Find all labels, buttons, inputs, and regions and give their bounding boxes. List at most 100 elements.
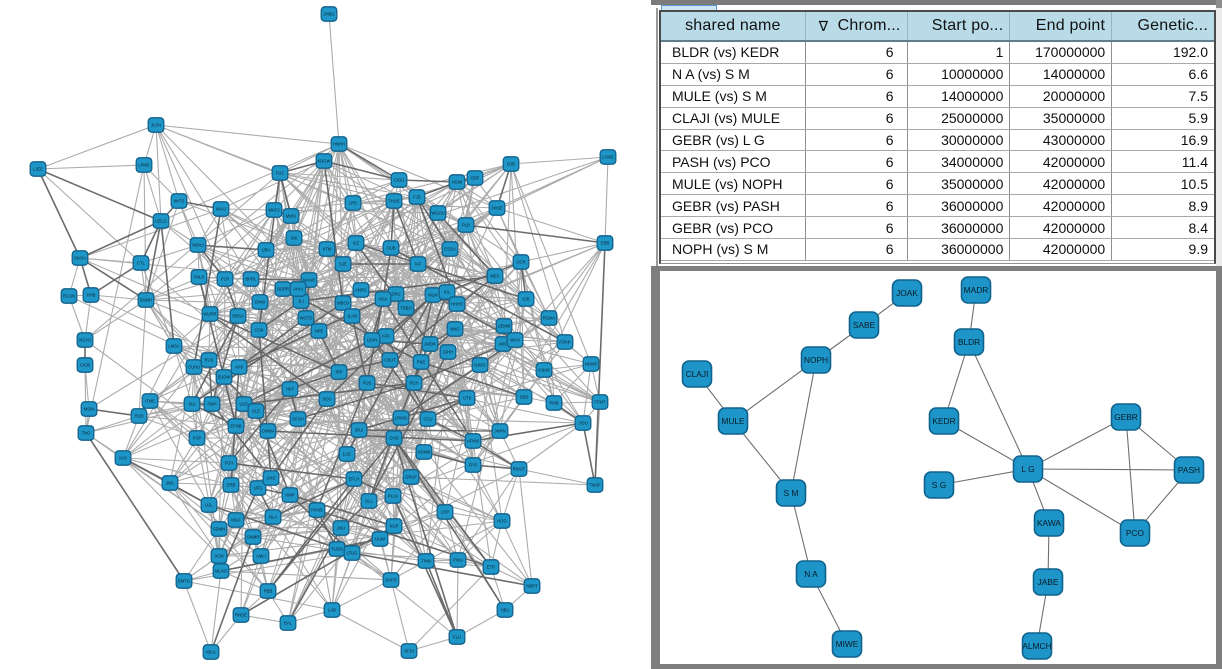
svg-text:EBB: EBB	[601, 241, 610, 246]
svg-text:LRWG: LRWG	[395, 416, 408, 421]
svg-text:RCUN: RCUN	[63, 294, 75, 299]
svg-text:JNPN: JNPN	[495, 429, 506, 434]
svg-text:UUW: UUW	[375, 537, 385, 542]
svg-text:EUDW: EUDW	[218, 375, 231, 380]
svg-text:ACM: ACM	[214, 554, 224, 559]
svg-text:UELG: UELG	[155, 219, 166, 224]
svg-text:FDKK: FDKK	[559, 340, 570, 345]
svg-text:HBU: HBU	[501, 608, 510, 613]
svg-text:WGTD: WGTD	[300, 316, 313, 321]
svg-text:ETR: ETR	[487, 565, 495, 570]
svg-text:WIAJ: WIAJ	[216, 207, 226, 212]
svg-text:LUE: LUE	[343, 452, 351, 457]
svg-text:LAB: LAB	[328, 608, 336, 613]
svg-text:ERB: ERB	[227, 483, 236, 488]
svg-text:GIHH: GIHH	[443, 350, 453, 355]
svg-text:TBBO: TBBO	[400, 306, 412, 311]
svg-text:PKE: PKE	[417, 360, 426, 365]
svg-text:HONM: HONM	[418, 450, 431, 455]
svg-text:PASH: PASH	[1178, 465, 1200, 475]
svg-text:HNHH: HNHH	[333, 142, 345, 147]
svg-text:JMDK: JMDK	[424, 342, 436, 347]
svg-text:SFDI: SFDI	[404, 649, 414, 654]
svg-text:NOPH: NOPH	[804, 355, 828, 365]
svg-text:OFSH: OFSH	[292, 417, 304, 422]
svg-text:JIDU: JIDU	[578, 421, 587, 426]
svg-text:ONMR: ONMR	[247, 535, 260, 540]
svg-text:MLNO: MLNO	[215, 569, 228, 574]
svg-text:FNLK: FNLK	[194, 275, 205, 280]
svg-text:UJL: UJL	[205, 503, 213, 508]
svg-text:FGC: FGC	[276, 171, 285, 176]
svg-text:UEMM: UEMM	[498, 324, 511, 329]
svg-text:MEC: MEC	[490, 274, 499, 279]
svg-text:N A: N A	[804, 569, 818, 579]
svg-text:ORSA: ORSA	[232, 314, 244, 319]
svg-text:LRS: LRS	[349, 201, 357, 206]
svg-text:JLAN: JLAN	[347, 314, 357, 319]
svg-text:SHFD: SHFD	[385, 578, 396, 583]
svg-text:S M: S M	[784, 488, 799, 498]
svg-text:BOPR: BOPR	[277, 287, 289, 292]
svg-text:IRP: IRP	[336, 370, 343, 375]
svg-text:PLR: PLR	[221, 277, 229, 282]
svg-text:GLE: GLE	[252, 409, 261, 414]
svg-text:AHAI: AHAI	[293, 287, 303, 292]
svg-text:NGHJ: NGHJ	[79, 338, 90, 343]
svg-text:IDUI: IDUI	[355, 428, 363, 433]
svg-text:EFNB: EFNB	[230, 424, 241, 429]
svg-text:NLA: NLA	[269, 515, 277, 520]
svg-text:IUL: IUL	[444, 290, 451, 295]
svg-text:HGA: HGA	[378, 297, 387, 302]
svg-text:CIGU: CIGU	[394, 178, 404, 183]
svg-text:JWL: JWL	[166, 481, 175, 486]
svg-text:PUS: PUS	[363, 381, 372, 386]
svg-text:KDGW: KDGW	[317, 159, 330, 164]
svg-text:FFMT: FFMT	[594, 400, 606, 405]
svg-text:MLW: MLW	[428, 293, 438, 298]
svg-text:RCH: RCH	[409, 381, 418, 386]
svg-text:IGB: IGB	[522, 297, 529, 302]
svg-text:CMWA: CMWA	[261, 429, 274, 434]
svg-text:EMTG: EMTG	[178, 579, 190, 584]
svg-text:CTL: CTL	[137, 261, 146, 266]
svg-text:RUS: RUS	[205, 358, 214, 363]
svg-text:MULE: MULE	[721, 416, 745, 426]
svg-text:TWJF: TWJF	[589, 483, 601, 488]
svg-text:TINN: TINN	[421, 559, 431, 564]
svg-text:LPME: LPME	[138, 163, 150, 168]
svg-text:BPRL: BPRL	[246, 277, 258, 282]
svg-text:KTM: KTM	[323, 247, 332, 252]
svg-text:SUI: SUI	[189, 402, 196, 407]
svg-text:AFK: AFK	[382, 334, 390, 339]
svg-text:MSIN: MSIN	[84, 407, 94, 412]
svg-text:ULL: ULL	[365, 499, 373, 504]
svg-text:UGIN: UGIN	[367, 338, 377, 343]
svg-text:CCU: CCU	[423, 417, 432, 422]
svg-text:HOG: HOG	[497, 519, 507, 524]
svg-text:MKFJ: MKFJ	[269, 208, 280, 213]
svg-text:FOP: FOP	[193, 436, 202, 441]
svg-text:WURR: WURR	[203, 312, 216, 317]
svg-text:TNO: TNO	[82, 431, 92, 436]
svg-text:KAWA: KAWA	[1037, 518, 1061, 528]
svg-text:SOU: SOU	[322, 397, 331, 402]
svg-text:SDMN: SDMN	[213, 527, 225, 532]
svg-text:GKOA: GKOA	[74, 256, 86, 261]
svg-text:HHHO: HHHO	[451, 302, 464, 307]
svg-text:MAUB: MAUB	[303, 278, 315, 283]
svg-text:BJB: BJB	[507, 162, 515, 167]
svg-text:PCO: PCO	[1126, 528, 1145, 538]
svg-text:MWU: MWU	[286, 214, 296, 219]
svg-text:PMB: PMB	[549, 401, 558, 406]
svg-text:RWUT: RWUT	[513, 467, 526, 472]
svg-text:RBB: RBB	[264, 589, 273, 594]
svg-text:FOH: FOH	[225, 461, 234, 466]
svg-text:JHBG: JHBG	[323, 12, 334, 17]
svg-text:UTII: UTII	[463, 396, 471, 401]
svg-text:KGP: KGP	[390, 524, 399, 529]
svg-text:MADR: MADR	[964, 285, 989, 295]
svg-text:WGOU: WGOU	[431, 211, 445, 216]
svg-text:GWIG: GWIG	[474, 363, 486, 368]
svg-text:ITME: ITME	[145, 399, 155, 404]
